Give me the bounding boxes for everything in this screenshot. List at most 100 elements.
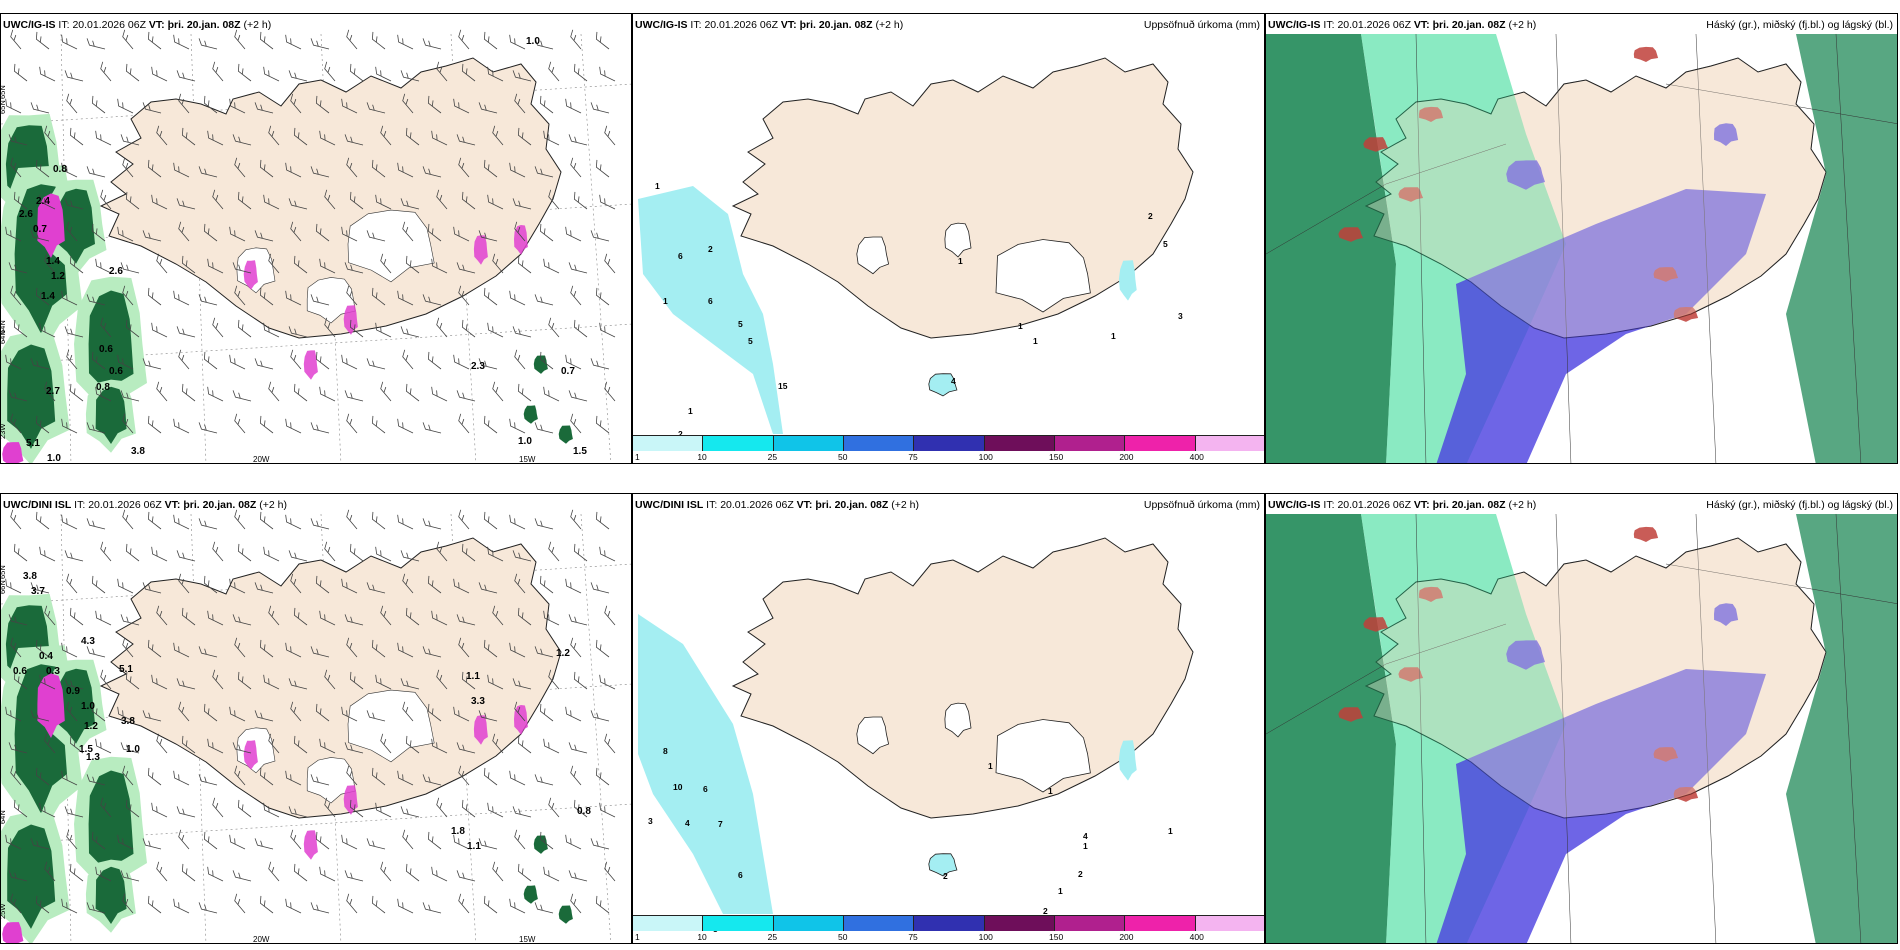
wind-barb <box>422 902 442 914</box>
wind-barb-staff <box>349 63 364 82</box>
wind-barb-staff <box>543 738 560 754</box>
wind-barb-staff <box>543 610 560 626</box>
wind-barb-staff <box>86 902 106 914</box>
wind-barb-staff <box>517 607 532 626</box>
wind-barb-staff <box>125 63 140 82</box>
lat-label: 25W <box>1 903 7 919</box>
wind-barb <box>461 799 476 818</box>
precip-value-label: 2.4 <box>36 196 50 207</box>
wind-barb <box>570 413 582 434</box>
wind-barb-staff <box>198 294 218 306</box>
wind-barb <box>234 637 246 658</box>
wind-barb <box>117 98 134 114</box>
panel-header: UWC/IG-IS IT: 20.01.2026 06Z VT: þri. 20… <box>1268 499 1537 511</box>
wind-barb <box>254 838 274 850</box>
wind-barb <box>349 63 364 82</box>
wind-barb <box>487 546 504 562</box>
wind-barb <box>315 95 330 114</box>
wind-barb <box>422 166 442 178</box>
wind-barb <box>173 642 190 658</box>
wind-barb-staff <box>590 710 610 722</box>
wind-barb-staff <box>400 678 420 690</box>
precip-value-label: 0.6 <box>99 344 113 355</box>
wind-barb <box>344 742 364 754</box>
wind-barb-staff <box>487 194 504 210</box>
wind-barb-staff <box>366 582 386 594</box>
wind-barb-staff <box>30 102 50 114</box>
wind-barb-staff <box>310 38 330 50</box>
wind-barb-staff <box>366 838 386 850</box>
wind-barb <box>427 223 442 242</box>
wind-barb-staff <box>100 61 112 82</box>
precip-value-label: 1 <box>1018 321 1023 331</box>
wind-barb <box>237 319 252 338</box>
wind-barb <box>147 767 162 786</box>
wind-barb-staff <box>509 34 526 50</box>
wind-barb-staff <box>319 130 336 146</box>
precip-value-label: 0.6 <box>109 366 123 377</box>
wind-barb-staff <box>453 578 470 594</box>
wind-barb <box>315 703 330 722</box>
wind-barb-staff <box>590 358 610 370</box>
wind-barb <box>207 866 224 882</box>
wind-barb <box>310 166 330 178</box>
wind-barb <box>86 902 106 914</box>
wind-barb-staff <box>122 29 134 50</box>
wind-barb <box>30 102 50 114</box>
wind-barb-staff <box>100 189 112 210</box>
wind-barb <box>263 802 280 818</box>
precip-value-label: 3.8 <box>131 446 145 457</box>
wind-barb-staff <box>427 703 442 722</box>
wind-barb-staff <box>229 98 246 114</box>
precip-value-label: 6 <box>738 870 743 880</box>
wind-barb <box>229 706 246 722</box>
cloud-red <box>1633 526 1659 542</box>
precip-heavy <box>2 922 24 943</box>
wind-barb-staff <box>122 765 134 786</box>
wind-barb <box>349 191 364 210</box>
wind-barb-staff <box>142 358 162 370</box>
precip-value-label: 1.0 <box>126 744 140 755</box>
wind-barb <box>324 797 336 818</box>
wind-barb <box>212 541 224 562</box>
wind-barb-staff <box>431 738 448 754</box>
precip-value-label: 0.7 <box>561 366 575 377</box>
wind-barb-staff <box>590 230 610 242</box>
wind-barb <box>91 703 106 722</box>
wind-barb <box>66 701 78 722</box>
wind-barb <box>290 701 302 722</box>
wind-barb-staff <box>341 354 358 370</box>
wind-barb-staff <box>173 898 190 914</box>
wind-barb-staff <box>422 774 442 786</box>
wind-barb-staff <box>198 646 218 658</box>
wind-barb <box>366 838 386 850</box>
wind-barb-staff <box>39 322 56 338</box>
wind-barb-staff <box>173 34 190 50</box>
wind-barb-staff <box>341 834 358 850</box>
wind-barb <box>461 191 476 210</box>
wind-barb <box>120 742 140 754</box>
wind-barb <box>5 834 22 850</box>
wind-barb-staff <box>173 418 190 434</box>
wind-barb-staff <box>543 130 560 146</box>
wind-barb-staff <box>100 317 112 338</box>
wind-barb <box>232 390 252 402</box>
precip-moderate <box>95 866 127 924</box>
cloud-red <box>1398 667 1424 682</box>
wind-barb-staff <box>91 95 106 114</box>
wind-barb-staff <box>512 70 532 82</box>
wind-barb <box>402 829 414 850</box>
wind-barb <box>405 383 420 402</box>
wind-barb <box>366 102 386 114</box>
wind-barb-staff <box>453 706 470 722</box>
wind-barb <box>431 738 448 754</box>
wind-barb <box>35 767 50 786</box>
precip-value-label: 2 <box>708 244 713 254</box>
wind-barb-staff <box>315 95 330 114</box>
wind-barb <box>341 834 358 850</box>
wind-barb-staff <box>483 31 498 50</box>
wind-barb-staff <box>319 866 336 882</box>
wind-barb-staff <box>198 422 218 434</box>
wind-barb <box>380 733 392 754</box>
wind-barb-staff <box>181 255 196 274</box>
